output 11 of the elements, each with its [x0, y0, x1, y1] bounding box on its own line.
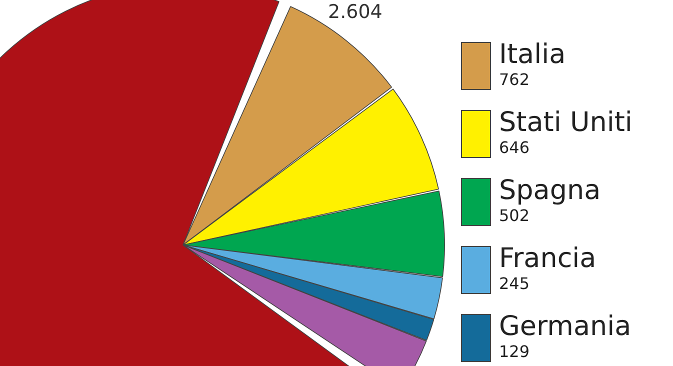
data-label: 129 — [499, 342, 531, 362]
legend-label: Francia — [499, 243, 596, 274]
legend-label: Spagna — [499, 175, 601, 206]
data-label: 762 — [499, 70, 531, 90]
data-label: 245 — [499, 274, 531, 294]
data-label: 502 — [499, 206, 531, 226]
legend-label: Italia — [499, 39, 566, 70]
legend-label: Germania — [499, 311, 632, 342]
text: 2.604 — [328, 1, 382, 23]
data-label: 646 — [499, 138, 531, 158]
legend-label: Stati Uniti — [499, 107, 632, 138]
